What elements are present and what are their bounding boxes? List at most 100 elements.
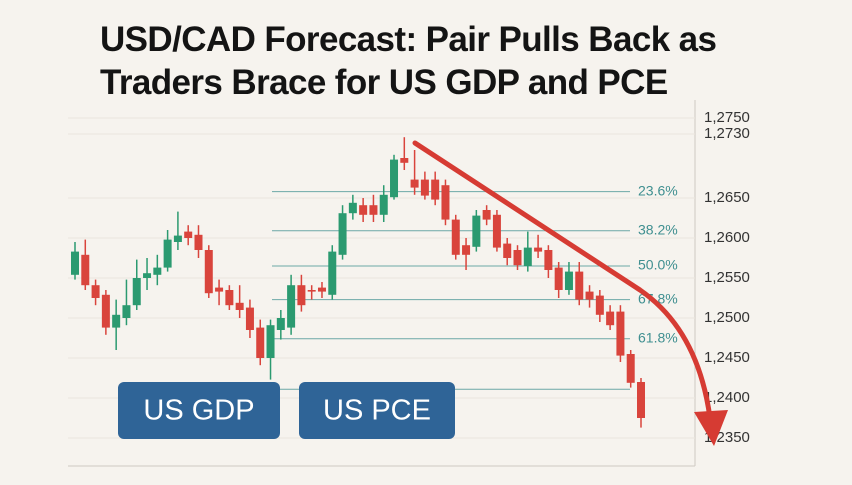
candle: [523, 231, 532, 272]
y-tick-label: 1,2500: [704, 309, 750, 326]
candle-body: [564, 271, 573, 290]
candle: [348, 194, 357, 220]
candle: [204, 245, 213, 298]
candle: [606, 305, 615, 330]
candle-body: [595, 295, 604, 315]
candle: [585, 285, 594, 308]
candle-body: [513, 250, 522, 266]
candle-body: [101, 294, 110, 328]
candle: [173, 211, 182, 250]
candle: [215, 279, 224, 306]
candle: [462, 238, 471, 270]
candle: [225, 285, 234, 310]
candle-body: [482, 210, 491, 220]
candle: [71, 242, 79, 280]
candle: [369, 194, 378, 222]
badge-pce: US PCE: [299, 382, 455, 439]
candle: [482, 205, 491, 226]
candle: [101, 290, 110, 335]
candle: [359, 198, 368, 222]
candle-body: [348, 202, 357, 214]
candle: [410, 150, 419, 195]
candle: [554, 262, 563, 298]
candle-body: [338, 213, 347, 255]
candle-body: [266, 325, 275, 358]
y-tick-label: 1,2750: [704, 109, 750, 126]
candle-body: [410, 179, 419, 188]
candle: [379, 185, 388, 222]
candle-body: [420, 179, 429, 196]
candle-body: [215, 287, 224, 292]
candle: [513, 245, 522, 270]
candle: [420, 171, 429, 200]
candle: [544, 245, 553, 278]
candle-body: [534, 247, 543, 252]
candle-body: [204, 250, 213, 294]
candle: [564, 262, 573, 295]
candle-body: [626, 354, 635, 383]
badge-box: [118, 382, 280, 439]
candle-body: [523, 247, 532, 266]
candle: [637, 378, 645, 428]
candle-body: [359, 205, 368, 215]
candle-body: [112, 314, 121, 328]
candle-body: [390, 159, 399, 198]
candle-body: [544, 250, 553, 270]
candle-body: [71, 251, 79, 275]
candle-body: [307, 290, 316, 292]
candle-body: [575, 271, 584, 300]
candle: [276, 310, 285, 340]
candle-body: [163, 239, 172, 268]
candle-body: [554, 267, 563, 290]
candle-body: [297, 285, 306, 306]
candle: [81, 239, 90, 290]
candle-body: [194, 234, 203, 250]
candle-body: [245, 307, 254, 330]
candle-body: [585, 291, 594, 300]
badge-label: US GDP: [143, 395, 254, 427]
candle: [534, 234, 543, 258]
fib-label: 50.0%: [638, 257, 678, 273]
y-tick-label: 1,2400: [704, 389, 750, 406]
candle: [132, 259, 141, 310]
candle-body: [235, 302, 244, 310]
candle: [122, 279, 131, 326]
y-tick-label: 1,2450: [704, 349, 750, 366]
candle: [472, 210, 481, 252]
candle: [616, 305, 625, 362]
candle: [328, 245, 337, 300]
chart-title: USD/CAD Forecast: Pair Pulls Back as Tra…: [100, 20, 717, 102]
candle-body: [317, 287, 326, 292]
candle-body: [225, 290, 234, 306]
candle-body: [503, 243, 512, 258]
candle-body: [451, 219, 460, 255]
trend-arrow: [412, 140, 728, 446]
candle: [235, 285, 244, 318]
candle: [441, 179, 450, 226]
candle-body: [256, 327, 265, 358]
candle: [266, 319, 275, 380]
candle: [451, 214, 460, 260]
candle: [492, 210, 501, 252]
y-tick-label: 1,2550: [704, 269, 750, 286]
candle-body: [400, 158, 409, 163]
candle-body: [122, 305, 131, 318]
candle-body: [431, 179, 440, 200]
y-tick-label: 1,2600: [704, 229, 750, 246]
candle-body: [616, 311, 625, 356]
badge-box: [299, 382, 455, 439]
candle-body: [441, 185, 450, 220]
candle-body: [91, 285, 100, 298]
candle: [595, 290, 604, 322]
candle: [390, 154, 399, 200]
candle-body: [379, 194, 388, 215]
fib-label: 61.8%: [638, 330, 678, 346]
candle: [338, 205, 347, 260]
candles: [71, 137, 645, 428]
candle-body: [287, 285, 296, 328]
fib-label: 38.2%: [638, 222, 678, 238]
candle: [575, 262, 584, 306]
candle-body: [472, 215, 481, 247]
candle-body: [462, 245, 471, 255]
